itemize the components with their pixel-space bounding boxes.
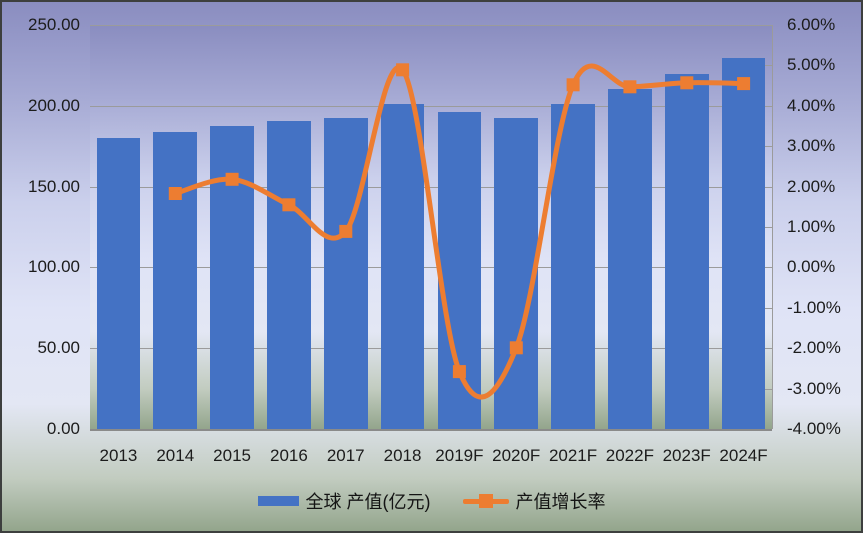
right-axis-tick-mark	[764, 389, 772, 390]
line-marker-square	[623, 80, 637, 94]
left-axis-tick-label: 250.00	[28, 15, 80, 34]
gridline	[90, 348, 772, 349]
x-axis-label-2023F: 2023F	[662, 446, 711, 465]
line-marker-square	[737, 77, 751, 91]
bar-2022F	[607, 89, 652, 429]
x-axis-label-2020F: 2020F	[492, 446, 541, 465]
left-axis-tick-label: 0.00	[46, 419, 80, 438]
bar-cell	[374, 25, 431, 429]
line-marker-square	[339, 224, 353, 238]
x-axis-label-2022F: 2022F	[605, 446, 654, 465]
line-marker-square	[168, 187, 182, 200]
legend-bar-label: 全球 产值(亿元)	[305, 492, 431, 512]
line-marker-square	[680, 76, 694, 90]
x-axis-label-2024F: 2024F	[719, 446, 768, 465]
bar-cell	[601, 25, 658, 429]
bar-cell	[658, 25, 715, 429]
right-axis-tick-mark	[764, 227, 772, 228]
x-axis-labels: 2013 2014 2015 2016 2017 2018 2019F 2020F 2021F 2…	[90, 446, 772, 466]
gridline	[90, 267, 772, 268]
bar-cell	[317, 25, 374, 429]
x-axis-label-2018: 2018	[383, 446, 422, 465]
bar-cell	[545, 25, 602, 429]
bar-2021F	[551, 103, 595, 429]
bar-2013	[96, 137, 141, 429]
right-axis-labels: 6.00% 5.00% 4.00% 3.00% 2.00% 1.00% 0.00% -1.00…	[787, 2, 861, 531]
bar-cell	[260, 25, 317, 429]
line-marker-square	[225, 172, 239, 186]
legend-line-label: 产值增长率	[515, 492, 606, 512]
line-marker-square	[509, 341, 523, 355]
x-axis-label-2014: 2014	[156, 446, 195, 465]
right-axis-tick-label: -2.00%	[787, 338, 841, 358]
right-axis-tick-mark	[764, 65, 772, 66]
x-axis-label-2015: 2015	[213, 446, 251, 465]
legend-item-bar: 全球 产值(亿元)	[257, 488, 431, 514]
bar-cell	[90, 25, 147, 429]
bar-series-swatch-icon	[257, 496, 299, 506]
left-axis-tick-label: 150.00	[28, 176, 80, 196]
right-axis-tick-label: 4.00%	[787, 95, 836, 115]
line-marker-square	[452, 365, 466, 379]
x-axis-line	[90, 429, 772, 431]
right-axis-tick-label: -3.00%	[787, 378, 841, 398]
right-axis-tick-label: 0.00%	[787, 257, 836, 277]
plot-area	[90, 25, 773, 431]
growth-line-series	[168, 63, 751, 400]
right-axis-tick-mark	[764, 308, 772, 309]
right-axis-tick-mark	[764, 146, 772, 147]
bar-2016	[267, 120, 311, 429]
right-axis-tick-label: 1.00%	[787, 217, 836, 236]
x-axis-label-2016: 2016	[269, 446, 308, 465]
x-axis-label-2013: 2013	[99, 446, 138, 465]
left-axis-tick-label: 100.00	[28, 257, 80, 277]
bar-2014	[153, 132, 198, 429]
x-axis-label-2017: 2017	[326, 446, 365, 465]
gridline	[90, 106, 772, 107]
right-axis-tick-label: 5.00%	[787, 55, 836, 75]
right-axis-tick-label: -4.00%	[787, 419, 841, 438]
bar-2024F	[721, 57, 766, 429]
line-marker-square	[396, 63, 410, 77]
x-axis-label-2019F: 2019F	[435, 446, 484, 465]
left-axis-labels: 250.00 200.00 150.00 100.00 50.00 0.00	[2, 2, 80, 531]
legend: 全球 产值(亿元) 产值增长率	[2, 488, 861, 514]
right-axis-tick-label: -1.00%	[787, 297, 841, 317]
gridline	[90, 187, 772, 188]
right-axis-tick-label: 2.00%	[787, 176, 836, 196]
bar-2023F	[664, 73, 709, 429]
bar-cell	[147, 25, 204, 429]
right-axis-tick-label: 6.00%	[787, 15, 836, 34]
bar-cell	[715, 25, 772, 429]
bar-2018	[380, 103, 425, 429]
bar-2017	[323, 118, 368, 429]
x-axis-label-2021F: 2021F	[548, 446, 598, 465]
line-marker-square	[282, 198, 296, 212]
legend-item-line: 产值增长率	[462, 488, 606, 514]
line-series-swatch-icon	[462, 494, 509, 508]
left-axis-tick-label: 200.00	[28, 95, 80, 115]
growth-line-path	[172, 63, 747, 400]
right-axis-tick-label: 3.00%	[787, 136, 836, 156]
gridline	[90, 25, 772, 26]
left-axis-tick-label: 50.00	[37, 338, 80, 358]
bar-series	[90, 25, 772, 429]
line-marker-square	[566, 78, 580, 92]
